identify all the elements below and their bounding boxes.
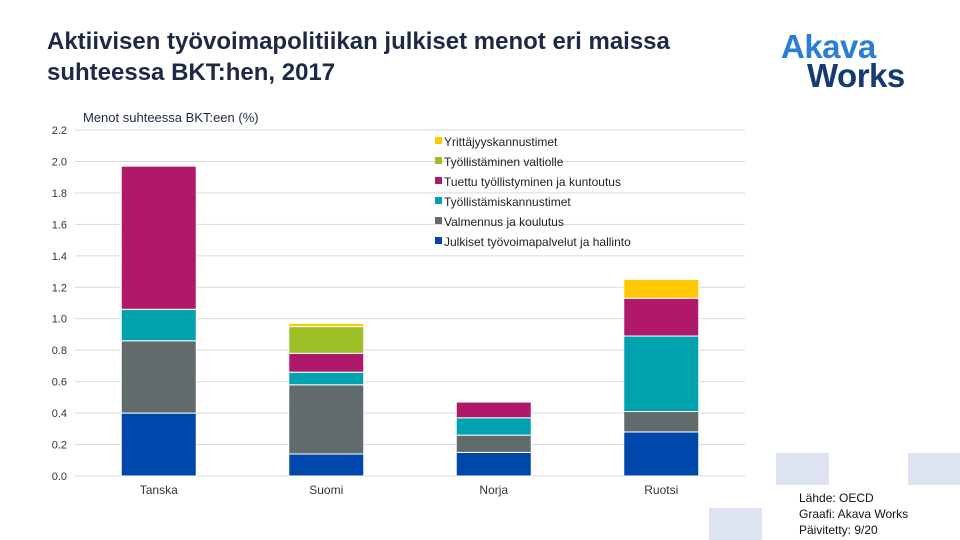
y-tick-label: 2.2 bbox=[52, 125, 67, 137]
source-note: Lähde: OECD Graafi: Akava Works Päivitet… bbox=[799, 490, 908, 538]
bar-segment bbox=[623, 411, 700, 433]
decorative-tile bbox=[709, 508, 762, 540]
logo-line2: Works bbox=[807, 57, 905, 94]
legend-label: Julkiset työvoimapalvelut ja hallinto bbox=[444, 235, 631, 249]
bar-segment bbox=[455, 401, 532, 419]
graph-credit-line: Graafi: Akava Works bbox=[799, 507, 909, 521]
legend-label: Tuettu työllistyminen ja kuntoutus bbox=[444, 175, 621, 189]
y-tick-label: 0.6 bbox=[52, 377, 67, 389]
bar-segment bbox=[455, 417, 532, 436]
y-tick-label: 2.0 bbox=[52, 156, 67, 168]
bar-segment bbox=[623, 335, 700, 413]
y-tick-label: 1.0 bbox=[52, 314, 67, 326]
bar-segment bbox=[120, 165, 197, 310]
legend-label: Yrittäjyyskannustimet bbox=[444, 135, 558, 149]
legend-swatch bbox=[435, 197, 442, 204]
decorative-tile bbox=[908, 453, 960, 485]
page-title: Aktiivisen työvoimapolitiikan julkiset m… bbox=[47, 28, 670, 86]
legend-swatch bbox=[435, 137, 442, 144]
y-tick-label: 1.2 bbox=[52, 282, 67, 294]
x-tick-label: Ruotsi bbox=[644, 483, 678, 497]
bar-segment bbox=[120, 340, 197, 414]
bar-segment bbox=[455, 451, 532, 477]
bar-segment bbox=[288, 326, 365, 354]
legend-label: Työllistämiskannustimet bbox=[444, 195, 571, 209]
y-tick-label: 1.6 bbox=[52, 219, 67, 231]
bar-segment bbox=[120, 412, 197, 477]
bar-segment bbox=[288, 322, 365, 328]
y-axis-title: Menot suhteessa BKT:een (%) bbox=[83, 110, 259, 125]
x-tick-label: Suomi bbox=[309, 483, 343, 497]
bar-segment bbox=[623, 297, 700, 337]
x-tick-label: Norja bbox=[479, 483, 508, 497]
legend-swatch bbox=[435, 157, 442, 164]
bar-segment bbox=[623, 278, 700, 299]
bar-segment bbox=[288, 371, 365, 386]
updated-line: Päivitetty: 9/20 bbox=[799, 523, 878, 537]
source-line: Lähde: OECD bbox=[799, 491, 874, 505]
akava-works-logo: Akava Works bbox=[781, 30, 931, 94]
y-tick-label: 0.8 bbox=[52, 345, 67, 357]
legend-swatch bbox=[435, 177, 442, 184]
legend-swatch bbox=[435, 237, 442, 244]
bar-segment bbox=[288, 384, 365, 455]
bar-segment bbox=[120, 308, 197, 342]
logo-line1: Akava bbox=[781, 28, 876, 65]
bar-segment bbox=[288, 352, 365, 373]
decorative-tile bbox=[776, 453, 829, 485]
x-tick-label: Tanska bbox=[140, 483, 178, 497]
legend-swatch bbox=[435, 217, 442, 224]
bar-segment bbox=[623, 431, 700, 477]
legend-label: Työllistäminen valtiolle bbox=[444, 155, 564, 169]
bar-segment bbox=[288, 453, 365, 477]
y-tick-label: 1.4 bbox=[52, 251, 67, 263]
legend-label: Valmennus ja koulutus bbox=[444, 215, 564, 229]
y-tick-label: 0.2 bbox=[52, 440, 67, 452]
y-tick-label: 0.4 bbox=[52, 408, 67, 420]
y-tick-label: 0.0 bbox=[52, 471, 67, 483]
bar-segment bbox=[455, 434, 532, 453]
y-tick-label: 1.8 bbox=[52, 188, 67, 200]
